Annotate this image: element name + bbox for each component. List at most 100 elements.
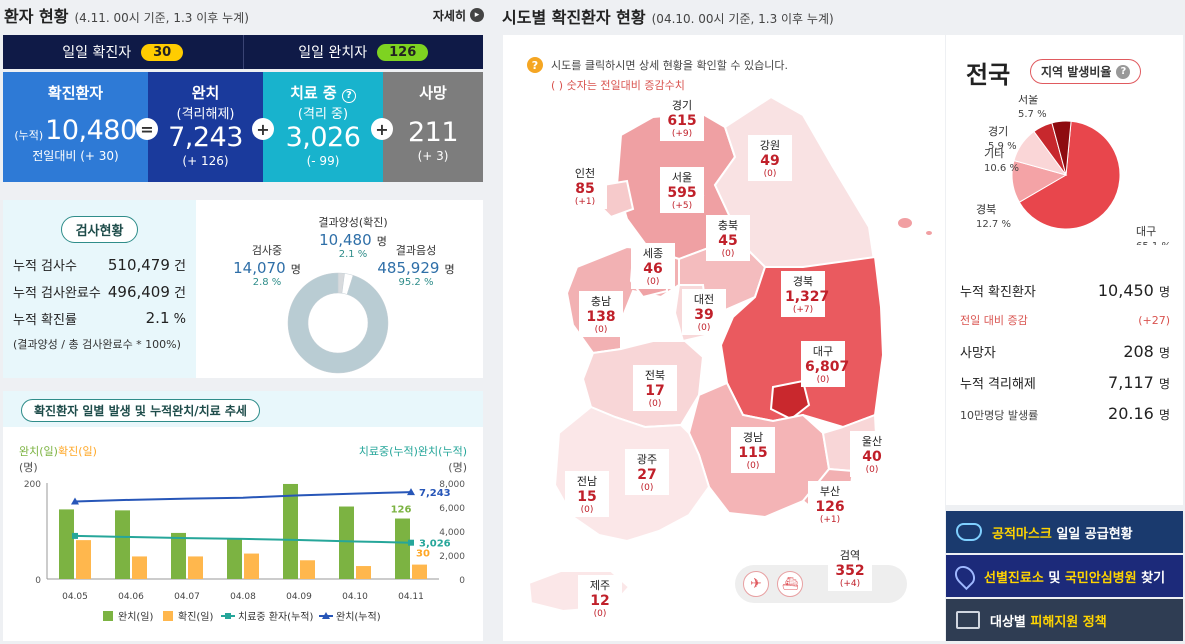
region-value: 49 [760,153,780,169]
region-label[interactable]: 강원 49 (0) [748,135,792,181]
left-axis-unit: (명) [19,461,38,474]
region-change: (+1) [819,515,841,525]
region-label[interactable]: 경남 115 (0) [731,427,775,473]
korea-map [527,95,932,613]
region-title: 시도별 확진환자 현황 [502,8,646,27]
region-label[interactable]: 제주 12 (0) [578,575,622,621]
donut-testing-label: 검사중 [251,244,283,257]
right-axis-title: 치료중(누적)완치(누적) (명) [359,443,467,475]
status-title: 환자 현황 [4,7,69,26]
region-label[interactable]: 전북 17 (0) [633,365,677,411]
callout-released-cumulative: 7,243 [419,488,451,499]
released-box[interactable]: 완치 (격리해제) 7,243 (+ 126) [148,72,263,182]
pie-label: 서울 [1018,95,1038,106]
region-name: 대전 [693,293,715,306]
region-label[interactable]: 충남 138 (0) [579,291,623,337]
test-row-rate: 누적 확진률 2.1 % [13,309,186,328]
region-value: 1,327 [785,289,830,305]
legend-label: 완치(누적) [336,611,381,623]
help-icon[interactable]: ? [341,89,356,103]
tests-panel: 검사현황 누적 검사수 510,479 건 누적 검사완료수 496,409 건… [3,200,483,378]
region-change: (+1) [574,197,596,207]
clinic-finder-button[interactable]: 선별진료소 및 국민안심병원 찾기 [946,555,1183,597]
region-label[interactable]: 서울 595 (+5) [660,167,704,213]
region-label[interactable]: 대전 39 (0) [682,289,726,335]
airplane-icon[interactable]: ✈ [743,571,769,597]
x-tick-label: 04.06 [118,592,144,602]
isolated-change: (- 99) [306,154,340,168]
clinic-label-a: 선별진료소 [984,570,1044,586]
x-tick-label: 04.10 [342,592,368,602]
support-label-a: 대상별 [990,614,1026,630]
test-row-unit: 건 [174,286,186,301]
stat-rate: 10만명당 발생률 20.16 명 [960,404,1170,423]
region-label[interactable]: 세종 46 (0) [631,243,675,289]
isolated-box[interactable]: 치료 중 ? (격리 중) 3,026 (- 99) [263,72,383,182]
stat-value: (+27) [1138,314,1170,327]
trend-chart: 200 0 8,000 6,000 4,000 2,000 0 04.05 04.06 04.07… [24,480,465,623]
trend-chip: 확진환자 일별 발생 및 누적완치/치료 추세 [21,399,260,422]
bar-released-daily [395,518,410,579]
isolated-title-text: 치료 중 [290,84,337,102]
region-ratio-pie: 대구 65.1 % 경북 12.7 % 기타 10.6 % 경기 5.9 % 서울 5.7 % [976,95,1171,245]
more-button[interactable]: 자세히 ▸ [433,7,484,24]
confirmed-value: 10,480 [45,115,137,146]
region-change: (0) [816,375,830,385]
region-label[interactable]: 경북 1,327 (+7) [781,271,830,317]
stat-label: 누적 격리해제 [960,377,1036,392]
region-label[interactable]: 검역 352 (+4) [828,545,872,591]
test-row-label: 누적 확진률 [13,313,77,328]
region-label[interactable]: 인천 85 (+1) [563,163,607,209]
region-name: 전북 [644,369,666,382]
bar-released-daily [115,510,130,579]
confirmed-prefix: (누적) [14,129,44,142]
region-value: 39 [694,307,714,323]
trend-panel: 확진환자 일별 발생 및 누적완치/치료 추세 완치(일)확진(일) (명) 치… [3,391,483,641]
legend-swatch [103,611,113,621]
region-value: 27 [637,467,657,483]
region-label[interactable]: 전남 15 (0) [565,471,609,517]
region-change: (0) [640,483,654,493]
legend-swatch [322,612,330,619]
region-label[interactable]: 대구 6,807 (0) [801,341,849,387]
bar-released-daily [227,539,242,579]
region-label[interactable]: 광주 27 (0) [625,449,669,495]
test-row-label: 누적 검사완료수 [13,286,101,301]
donut-positive: 결과양성(확진) 10,480 명 2.1 % [298,214,408,260]
ship-icon[interactable]: ⛴ [777,571,803,597]
bar-released-daily [171,532,186,579]
stat-change: 전일 대비 증감 (+27) [960,312,1170,328]
region-name: 광주 [636,453,658,466]
region-label[interactable]: 충북 45 (0) [706,215,750,261]
stat-label: 전일 대비 증감 [960,314,1028,327]
test-row-value: 2.1 [145,309,170,327]
callout-isolated: 3,026 [419,539,451,550]
map-hint-change: ( ) 숫자는 전일대비 증감수치 [551,79,685,92]
pie-label: 경북 [976,203,996,216]
equals-operator: = [136,118,158,140]
mask-supply-button[interactable]: 공적마스크 일일 공급현황 [946,511,1183,553]
map-region-daegu[interactable] [769,379,811,421]
right-tick-label: 2,000 [439,552,465,562]
region-label[interactable]: 울산 40 (0) [850,431,894,477]
tests-chip: 검사현황 [60,216,139,243]
confirmed-change: 전일대비 (+ 30) [32,149,119,163]
deceased-box[interactable]: 사망 211 (+ 3) [383,72,483,182]
clinic-label-d: 찾기 [1141,570,1166,586]
x-tick-label: 04.09 [286,592,312,602]
region-change: (0) [593,609,607,619]
confirmed-box[interactable]: 확진환자 (누적) 10,480 전일대비 (+ 30) [3,72,148,182]
ratio-chip[interactable]: 지역 발생비율 ? [1030,59,1142,84]
bar-released-daily [283,483,298,579]
region-label[interactable]: 경기 615 (+9) [660,95,704,141]
line-point [72,532,78,539]
plus-operator-2: + [371,118,393,140]
left-header: 환자 현황 (4.11. 00시 기준, 1.3 이후 누계) 자세히 ▸ [4,4,484,26]
line-point [71,497,79,505]
right-tick-label: 4,000 [439,528,465,538]
region-label[interactable]: 부산 126 (+1) [808,481,852,527]
stat-value: 208 [1123,342,1154,361]
released-sub: (격리해제) [176,107,235,122]
stat-label: 10만명당 발생률 [960,409,1039,422]
support-policy-button[interactable]: 대상별 피해지원 정책 [946,599,1183,641]
